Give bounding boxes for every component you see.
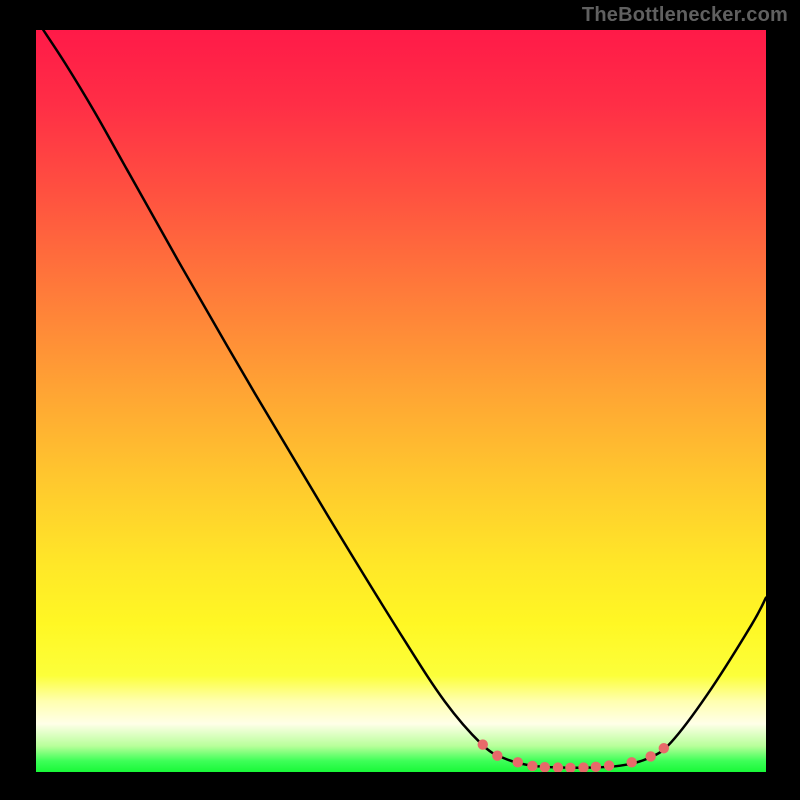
curve-marker [626, 757, 636, 767]
curve-marker [604, 760, 614, 770]
page-root: TheBottlenecker.com [0, 0, 800, 800]
curve-marker [565, 763, 575, 772]
curve-marker [492, 750, 502, 760]
watermark-text: TheBottlenecker.com [582, 4, 788, 27]
chart-svg [36, 30, 766, 772]
curve-marker [540, 762, 550, 772]
curve-marker [513, 757, 523, 767]
curve-marker [578, 762, 588, 772]
curve-marker [591, 762, 601, 772]
curve-marker [645, 751, 655, 761]
bottleneck-curve [43, 30, 766, 768]
curve-marker [478, 739, 488, 749]
curve-marker [553, 762, 563, 772]
curve-marker [527, 761, 537, 771]
curve-marker [659, 743, 669, 753]
plot-frame [36, 30, 766, 772]
